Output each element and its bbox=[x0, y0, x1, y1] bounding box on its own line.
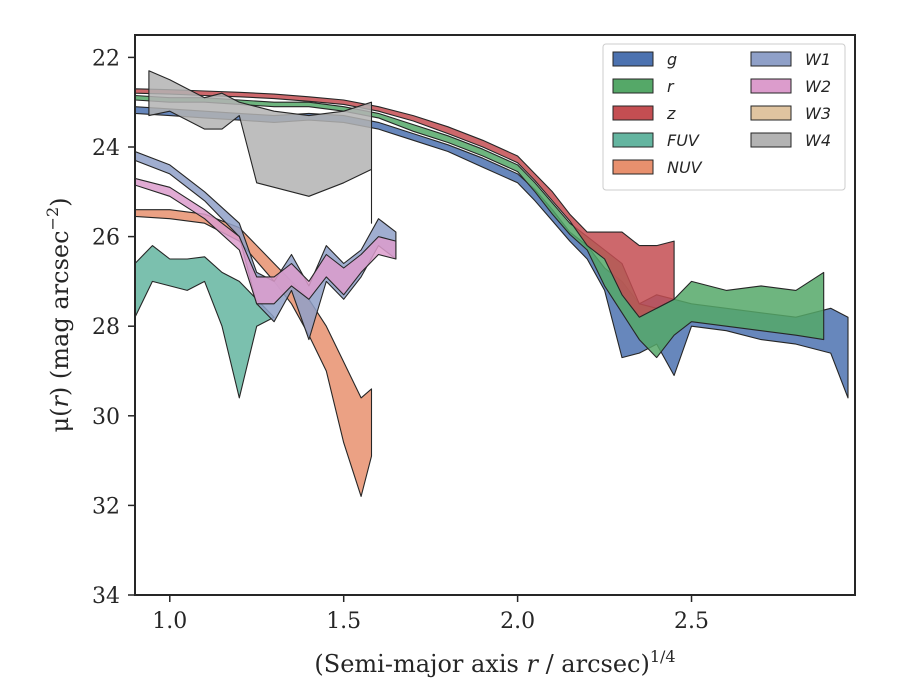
legend-swatch-r bbox=[612, 78, 654, 94]
x-axis-label-post: / arcsec) bbox=[538, 650, 650, 678]
x-axis-label: (Semi-major axis r / arcsec)1/4 bbox=[314, 647, 675, 678]
legend-swatch-g bbox=[612, 51, 654, 67]
series-layer bbox=[135, 70, 849, 497]
y-axis: 22 24 26 28 30 32 34 bbox=[92, 46, 135, 609]
legend-label-w3: W3 bbox=[805, 104, 831, 123]
series-band-z bbox=[135, 88, 675, 318]
y-tick-label: 28 bbox=[92, 315, 120, 340]
y-tick-label: 32 bbox=[92, 494, 120, 519]
y-tick-label: 24 bbox=[92, 136, 120, 161]
legend-swatch-z bbox=[612, 105, 654, 121]
legend-swatch-nuv bbox=[612, 159, 654, 175]
legend-label-w1: W1 bbox=[805, 50, 831, 69]
y-axis-label-pre: μ( bbox=[46, 408, 74, 433]
y-axis-label-post: ) (mag arcsec bbox=[46, 230, 74, 396]
x-tick-label: 1.0 bbox=[152, 609, 187, 634]
legend-label-fuv: FUV bbox=[667, 131, 700, 150]
legend-swatch-w3 bbox=[750, 105, 792, 121]
plot-frame bbox=[134, 34, 856, 596]
series-band-fuv bbox=[135, 245, 275, 399]
y-tick-label: 26 bbox=[92, 226, 120, 251]
legend-label-z: z bbox=[666, 104, 676, 123]
legend-label-nuv: NUV bbox=[667, 158, 703, 177]
x-tick-label: 2.0 bbox=[500, 609, 535, 634]
x-axis: 1.0 1.5 2.0 2.5 bbox=[152, 595, 709, 634]
x-tick-label: 2.5 bbox=[674, 609, 709, 634]
x-axis-label-sup: 1/4 bbox=[650, 647, 676, 666]
legend-label-g: g bbox=[667, 50, 677, 69]
y-tick-label: 34 bbox=[92, 584, 120, 609]
legend: grz FUV NUV W1 W2 W3 W4 bbox=[602, 43, 846, 191]
series-band-w4 bbox=[148, 70, 373, 224]
legend-label-r: r bbox=[667, 77, 675, 96]
y-axis-label-end: ) bbox=[46, 197, 74, 206]
y-axis-label-sup: −2 bbox=[43, 207, 62, 231]
y-axis-label-var: r bbox=[46, 395, 74, 408]
legend-label-w4: W4 bbox=[805, 131, 831, 150]
legend-swatch-w2 bbox=[750, 78, 792, 94]
y-tick-label: 30 bbox=[92, 405, 120, 430]
legend-swatch-w1 bbox=[750, 51, 792, 67]
x-axis-label-pre: (Semi-major axis bbox=[314, 650, 526, 678]
x-axis-label-var: r bbox=[526, 650, 539, 678]
plot-area bbox=[135, 70, 849, 497]
legend-label-w2: W2 bbox=[805, 77, 831, 96]
x-tick-label: 1.5 bbox=[326, 609, 361, 634]
y-axis-label: μ(r) (mag arcsec−2) bbox=[43, 197, 74, 432]
legend-swatch-fuv bbox=[612, 132, 654, 148]
series-band-r bbox=[135, 94, 825, 359]
y-tick-label: 22 bbox=[92, 46, 120, 71]
series-band-w2 bbox=[135, 177, 397, 305]
legend-swatch-w4 bbox=[750, 132, 792, 148]
